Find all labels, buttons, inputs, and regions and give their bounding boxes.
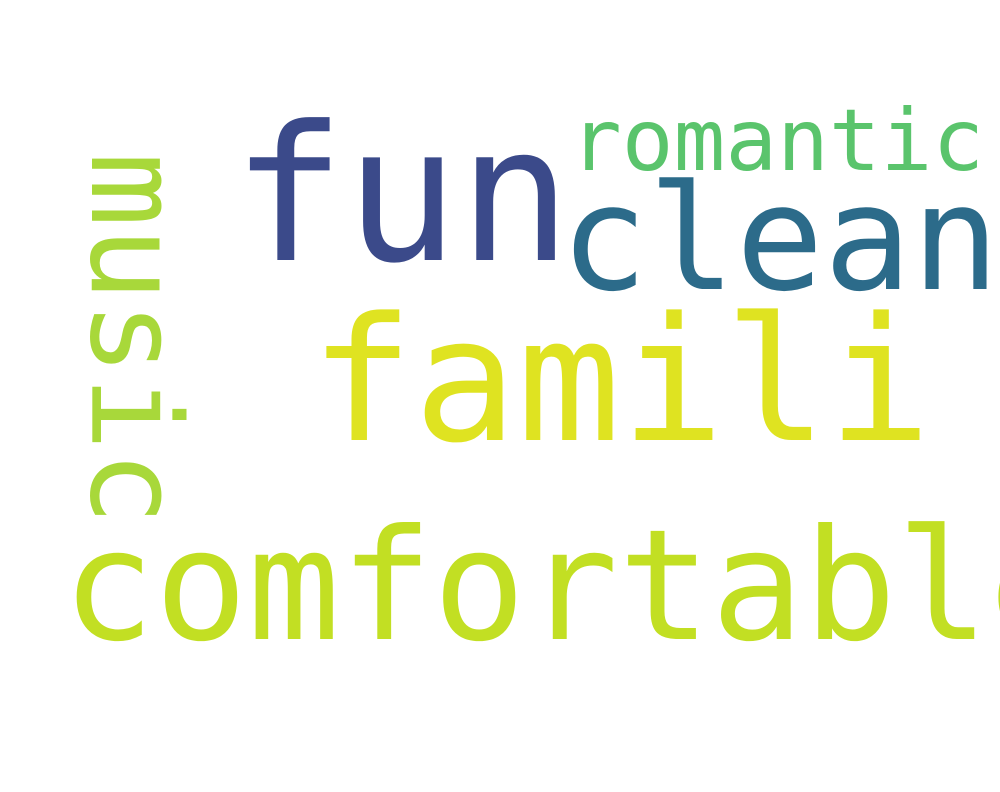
word-music: music — [62, 152, 206, 526]
word-fun: fun — [232, 86, 572, 305]
word-famili: famili — [310, 280, 932, 481]
word-comfortable: comfortable — [62, 497, 1000, 676]
word-romantic: romantic — [570, 91, 985, 191]
word-clean: clean — [560, 154, 1000, 324]
